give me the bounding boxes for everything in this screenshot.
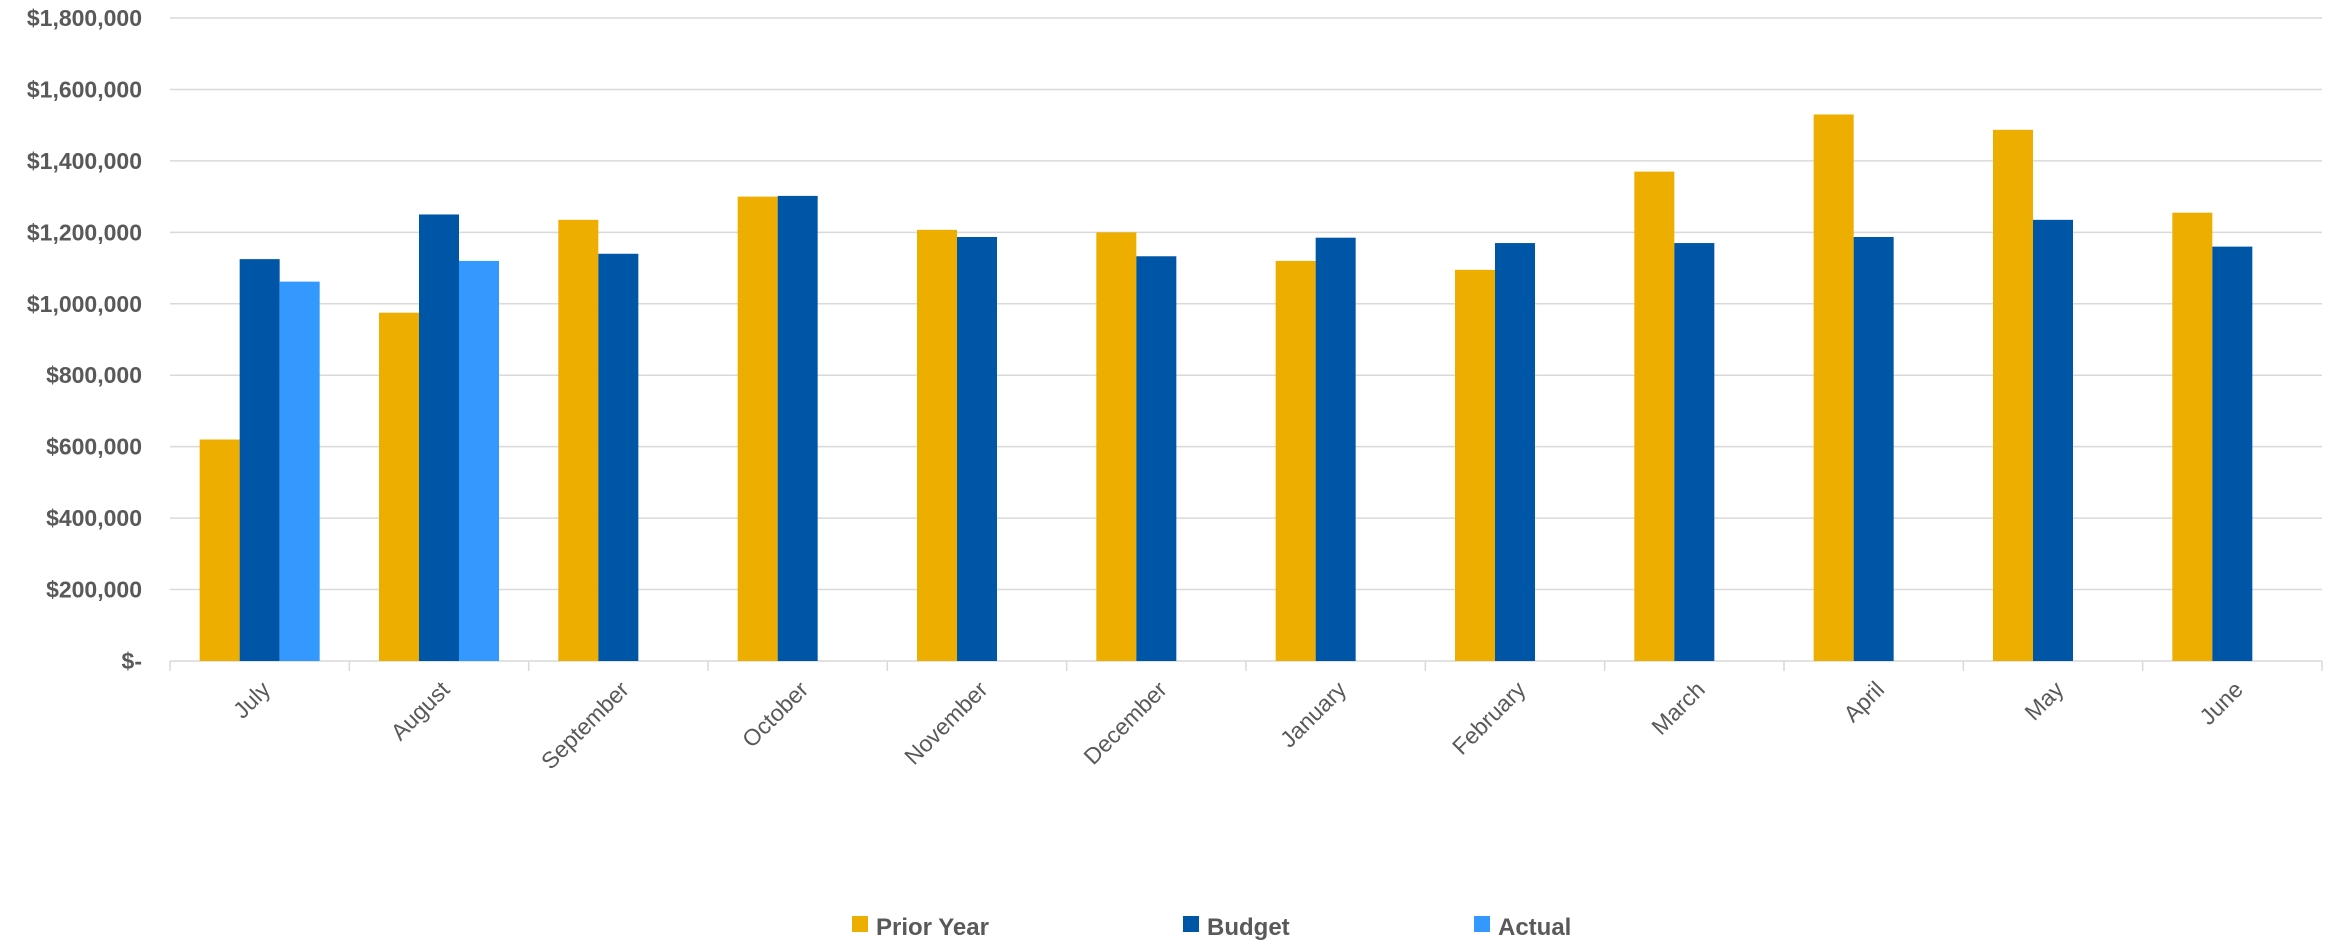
legend-label-actual: Actual: [1498, 914, 1571, 941]
gridlines: [169, 17, 2323, 671]
bar-budget-july: [239, 259, 280, 661]
x-tick-label: August: [386, 676, 455, 745]
bar-prior-year-september: [558, 219, 599, 661]
x-tick-label: April: [1838, 676, 1889, 727]
y-tick-label: $1,600,000: [27, 76, 142, 102]
x-tick-label: June: [2194, 676, 2248, 730]
bar-budget-may: [2033, 219, 2073, 661]
bar-prior-year-february: [1455, 269, 1495, 661]
x-tick-label: May: [2019, 676, 2068, 725]
bars: [199, 114, 2253, 662]
bar-budget-november: [957, 236, 997, 661]
bar-prior-year-may: [1993, 129, 2033, 662]
legend-label-prior-year: Prior Year: [876, 914, 989, 941]
y-tick-label: $1,400,000: [27, 148, 142, 174]
x-tick-label: December: [1078, 676, 1172, 770]
legend: Prior Year Budget Actual: [852, 914, 1571, 941]
bar-budget-october: [777, 195, 818, 661]
x-tick-label: February: [1447, 676, 1531, 760]
bar-actual-august: [459, 260, 499, 661]
x-tick-label: March: [1646, 676, 1710, 740]
y-tick-label: $200,000: [46, 577, 142, 603]
legend-label-budget: Budget: [1207, 914, 1290, 941]
bar-prior-year-december: [1096, 232, 1137, 662]
y-tick-label: $-: [122, 648, 142, 674]
x-tick-label: January: [1275, 676, 1352, 753]
bar-budget-february: [1495, 243, 1535, 662]
x-tick-label: July: [228, 676, 276, 724]
x-axis-labels: July August September October November Decemb…: [228, 676, 2248, 774]
y-tick-label: $1,000,000: [27, 291, 142, 317]
bar-prior-year-april: [1813, 114, 1854, 661]
bar-budget-december: [1136, 256, 1177, 661]
bar-prior-year-november: [917, 229, 957, 662]
y-tick-label: $1,200,000: [27, 219, 142, 245]
bar-budget-april: [1853, 236, 1894, 661]
bar-budget-january: [1315, 237, 1356, 662]
bar-prior-year-july: [199, 439, 240, 661]
y-tick-label: $1,800,000: [27, 5, 142, 31]
legend-swatch-budget: [1183, 916, 1199, 932]
y-axis-labels: $- $200,000 $400,000 $600,000 $800,000 $1,000…: [27, 5, 142, 674]
bar-prior-year-january: [1275, 260, 1316, 661]
bar-prior-year-october: [737, 196, 778, 661]
x-tick-label: November: [899, 676, 993, 770]
bar-budget-august: [419, 214, 459, 661]
bar-actual-july: [279, 281, 320, 661]
legend-swatch-prior-year: [852, 916, 868, 932]
bar-budget-september: [598, 253, 639, 661]
y-tick-label: $800,000: [46, 362, 142, 388]
y-tick-label: $600,000: [46, 434, 142, 460]
y-tick-label: $400,000: [46, 505, 142, 531]
bar-budget-june: [2212, 246, 2253, 661]
x-tick-label: September: [536, 676, 634, 774]
bar-prior-year-march: [1634, 171, 1675, 661]
bar-prior-year-june: [2172, 212, 2213, 662]
bar-prior-year-august: [379, 312, 419, 661]
legend-swatch-actual: [1474, 916, 1490, 932]
bar-budget-march: [1674, 243, 1715, 662]
x-tick-label: October: [737, 676, 813, 752]
